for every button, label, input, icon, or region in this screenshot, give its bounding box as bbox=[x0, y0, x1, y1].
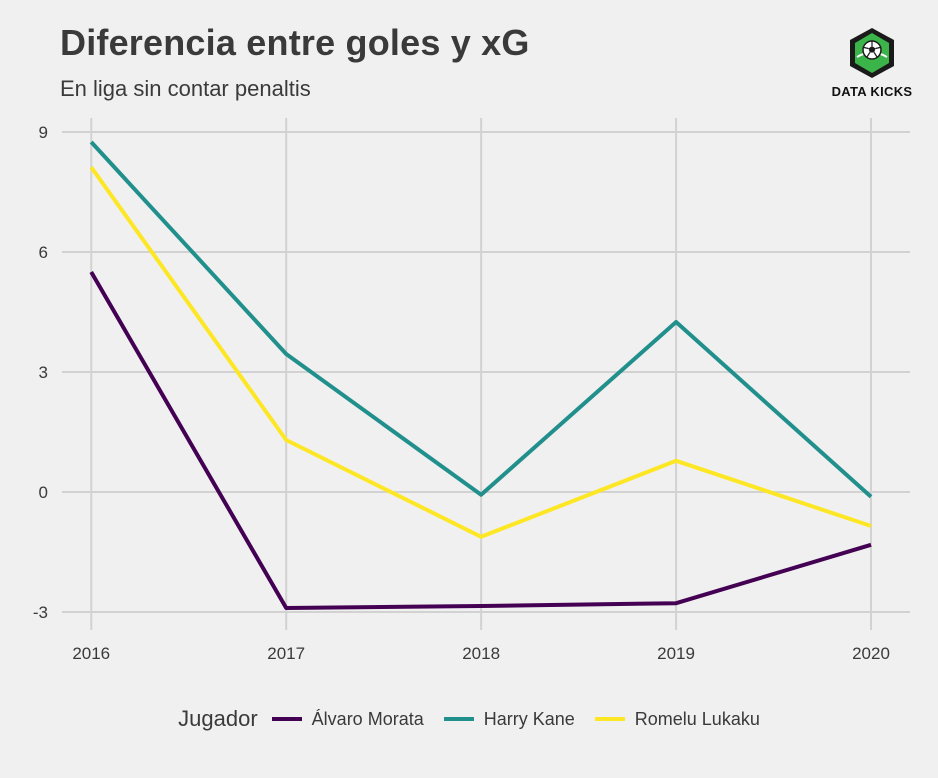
legend-title: Jugador bbox=[178, 706, 258, 731]
y-tick-label: 6 bbox=[39, 243, 48, 262]
y-tick-label: 0 bbox=[39, 483, 48, 502]
x-tick-label: 2019 bbox=[657, 644, 695, 663]
series-line-1 bbox=[89, 140, 873, 499]
x-axis-ticks: 2016 2017 2018 2019 2020 bbox=[72, 644, 890, 663]
y-axis-ticks: -3 0 3 6 9 bbox=[33, 123, 48, 622]
legend-label-alvaro-morata: Álvaro Morata bbox=[311, 708, 424, 729]
data-kicks-logo: DATA KICKS bbox=[830, 26, 914, 102]
legend-item-alvaro-morata: Álvaro Morata bbox=[271, 708, 424, 730]
legend: Jugador Álvaro Morata Harry Kane Romelu … bbox=[0, 702, 938, 736]
series-line-2 bbox=[89, 166, 872, 539]
legend-label-harry-kane: Harry Kane bbox=[483, 708, 575, 729]
x-tick-label: 2018 bbox=[462, 644, 500, 663]
y-tick-label: 9 bbox=[39, 123, 48, 142]
legend-swatch-harry-kane bbox=[443, 717, 474, 721]
series-lines bbox=[89, 140, 873, 610]
y-tick-label: 3 bbox=[39, 363, 48, 382]
legend-item-harry-kane: Harry Kane bbox=[443, 708, 575, 730]
x-gridlines bbox=[90, 118, 873, 630]
x-tick-label: 2017 bbox=[267, 644, 305, 663]
y-tick-label: -3 bbox=[33, 603, 48, 622]
legend-label-romelu-lukaku: Romelu Lukaku bbox=[634, 708, 760, 729]
legend-item-romelu-lukaku: Romelu Lukaku bbox=[594, 708, 760, 730]
x-tick-label: 2020 bbox=[852, 644, 890, 663]
legend-swatch-alvaro-morata bbox=[271, 717, 302, 721]
chart-subtitle: En liga sin contar penaltis bbox=[60, 76, 311, 101]
line-chart: -3 0 3 6 9 2016 2017 2018 2019 2020 bbox=[33, 118, 910, 663]
logo-text: DATA KICKS bbox=[831, 84, 913, 99]
soccer-ball-icon bbox=[850, 28, 894, 78]
legend-swatch-romelu-lukaku bbox=[594, 717, 625, 721]
series-line-0 bbox=[89, 270, 872, 610]
chart-title: Diferencia entre goles y xG bbox=[60, 22, 530, 63]
x-tick-label: 2016 bbox=[72, 644, 110, 663]
y-gridlines bbox=[62, 131, 910, 613]
